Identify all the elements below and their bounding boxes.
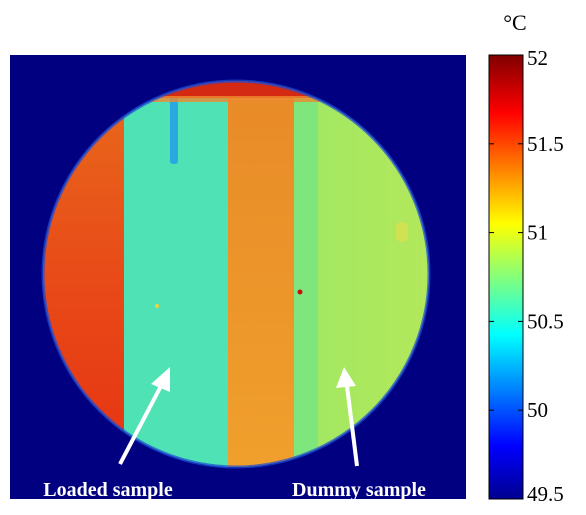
colorbar xyxy=(489,55,523,499)
loaded-sample-arrow xyxy=(118,367,170,465)
top-rim-gradient xyxy=(124,96,320,102)
dummy-sample-strip xyxy=(294,81,318,467)
warm-strip xyxy=(228,81,294,467)
disc-edge xyxy=(41,79,431,469)
sample-disc xyxy=(43,81,429,467)
colorbar-tick-label: 51 xyxy=(527,221,548,245)
dummy-sample-arrow xyxy=(336,367,359,467)
colorbar-unit: °C xyxy=(503,10,526,35)
colorbar-tick-label: 50 xyxy=(527,398,548,422)
colorbar-tick-label: 49.5 xyxy=(527,482,564,506)
colorbar-tick-label: 52 xyxy=(527,46,548,70)
colorbar-ticks: 52 51.5 51 50.5 50 49.5 xyxy=(489,46,564,506)
colorbar-tick-label: 51.5 xyxy=(527,132,564,156)
dummy-sample-label: Dummy sample xyxy=(292,479,426,501)
right-edge-warm-patch xyxy=(396,222,408,242)
colorbar-frame xyxy=(488,54,524,500)
colorbar-tick-label: 50.5 xyxy=(527,309,564,333)
bright-spot-defect xyxy=(155,304,159,308)
loaded-sample-label: Loaded sample xyxy=(43,479,173,501)
hot-spot-defect xyxy=(297,289,303,295)
strip-cold-streak xyxy=(170,92,178,164)
